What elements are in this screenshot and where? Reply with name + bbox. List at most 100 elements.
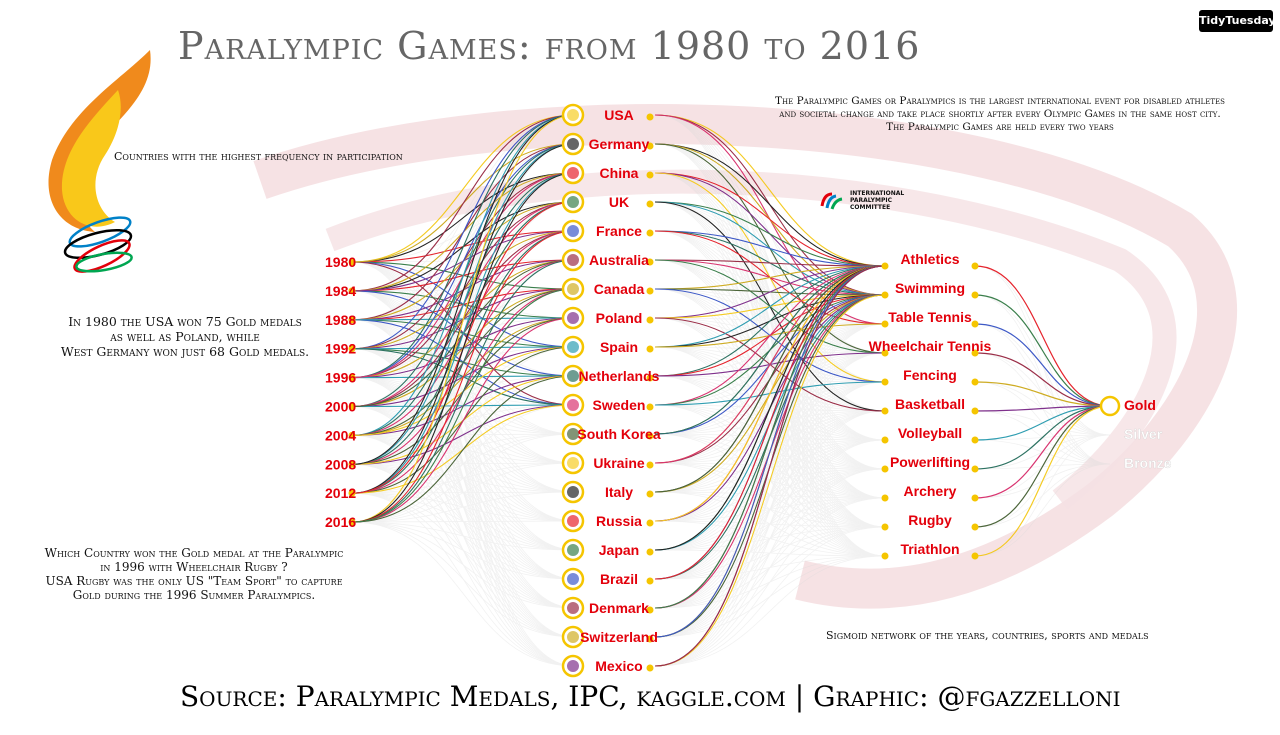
link-year-country (351, 435, 576, 638)
link-year-country (351, 319, 576, 667)
link-sport-gold (974, 405, 1111, 441)
country-label: USA (604, 107, 634, 123)
link-year-country-highlight (351, 114, 576, 465)
sport-node-out (971, 407, 979, 415)
link-country-sport-highlight (654, 265, 886, 667)
link-country-sport-highlight (654, 265, 886, 290)
link-country-sport (654, 497, 886, 667)
country-label: Brazil (600, 571, 638, 587)
link-year-country (351, 521, 576, 667)
link-country-sport (654, 439, 886, 580)
link-country-sport-highlight (654, 265, 886, 406)
country-flag-fill (567, 515, 579, 527)
year-label: 2008 (325, 456, 356, 472)
link-country-sport-highlight (654, 265, 886, 609)
link-year-country (351, 463, 576, 493)
link-country-sport (654, 491, 886, 528)
link-sport-gold (974, 265, 1111, 407)
tidytuesday-badge: TidyTuesday (1199, 10, 1276, 32)
country-label: Denmark (589, 600, 649, 616)
country-node (646, 490, 654, 498)
link-year-country-highlight (351, 317, 576, 523)
country-label: Australia (589, 252, 649, 268)
link-year-country-highlight (351, 230, 576, 494)
country-node (646, 461, 654, 469)
link-country-sport (654, 439, 886, 638)
country-flag-fill (567, 196, 579, 208)
link-year-country-highlight (351, 143, 576, 465)
sport-node-out (971, 552, 979, 560)
link-year-country (351, 462, 576, 465)
link-year-country (351, 377, 576, 638)
link-country-sport (654, 381, 886, 609)
link-sport-gold (974, 405, 1111, 528)
usa-1980-line-1: In 1980 the USA won 75 Gold medals (68, 314, 302, 329)
link-country-sport (654, 410, 886, 609)
link-sport-gold (974, 381, 1111, 407)
link-country-sport (654, 381, 886, 667)
link-year-country (351, 463, 576, 609)
link-year-country-highlight (351, 230, 576, 523)
country-label: Poland (596, 310, 643, 326)
country-node (646, 258, 654, 266)
ipc-logo-text: INTERNATIONAL PARALYMPIC COMMITTEE (850, 190, 930, 211)
sport-node (881, 494, 889, 502)
link-year-country-highlight (351, 375, 576, 523)
link-country-sport-highlight (654, 265, 886, 638)
country-label: Switzerland (580, 629, 658, 645)
link-country-sport (654, 462, 886, 528)
country-node (646, 519, 654, 527)
usa-1980-line-2: as well as Poland, while (110, 329, 260, 344)
link-country-sport-highlight (654, 143, 886, 267)
link-year-country (351, 348, 576, 580)
source-caption: Source: Paralympic Medals, IPC, kaggle.c… (180, 680, 1121, 713)
sport-node (881, 465, 889, 473)
country-label: China (600, 165, 639, 181)
link-year-country (351, 290, 576, 667)
country-node (646, 548, 654, 556)
torch-ring-blue (68, 216, 132, 248)
link-sport-medal (974, 463, 1111, 528)
link-country-sport (654, 352, 886, 638)
link-year-country-highlight (351, 114, 576, 436)
link-year-country (351, 406, 576, 638)
country-node (646, 577, 654, 585)
year-label: 1980 (325, 254, 356, 270)
country-flag-fill (567, 370, 579, 382)
link-year-country (351, 377, 576, 580)
link-country-sport (654, 491, 886, 557)
link-year-country (351, 435, 576, 580)
sport-node (881, 407, 889, 415)
country-flag-fill (567, 631, 579, 643)
country-flag-fill (567, 399, 579, 411)
link-country-sport-highlight (654, 265, 886, 377)
torch-logo-icon (48, 50, 151, 273)
swirl-stroke-2 (325, 169, 1177, 510)
country-label: South Korea (577, 426, 660, 442)
link-country-sport-highlight (654, 265, 886, 348)
link-country-sport-highlight (654, 294, 886, 667)
country-node (646, 142, 654, 150)
country-node (646, 345, 654, 353)
link-country-sport (654, 526, 886, 551)
link-year-country (351, 435, 576, 493)
year-node (348, 518, 356, 526)
link-year-country (351, 491, 576, 523)
sport-node-out (971, 494, 979, 502)
link-year-country (351, 463, 576, 638)
sport-node (881, 378, 889, 386)
country-label: Mexico (595, 658, 642, 674)
link-country-sport (654, 526, 886, 609)
intro-line-2: and societal change and take place short… (779, 108, 1221, 120)
link-year-country (351, 491, 576, 494)
chart-title: Paralympic Games: from 1980 to 2016 (178, 24, 921, 68)
sport-node (881, 262, 889, 270)
link-country-sport (654, 439, 886, 609)
sport-node-out (971, 378, 979, 386)
link-country-sport (654, 497, 886, 580)
rugby-line-3: USA Rugby was the only US "Team Sport" t… (45, 574, 343, 588)
year-label: 1996 (325, 370, 356, 386)
link-year-country (351, 463, 576, 580)
sport-label: Triathlon (900, 541, 959, 557)
